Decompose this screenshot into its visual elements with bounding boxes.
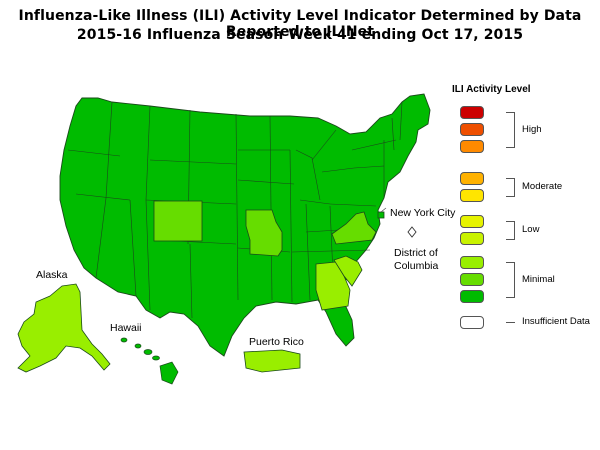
legend-swatch-level-3 xyxy=(460,256,484,269)
dc-marker xyxy=(407,226,417,238)
label-new-york-city: New York City xyxy=(390,207,456,219)
region-missouri xyxy=(245,209,283,257)
legend-label-insufficient: Insufficient Data xyxy=(522,316,590,327)
legend-swatch-level-1 xyxy=(460,290,484,303)
region-south-carolina xyxy=(333,255,363,287)
legend-swatch-level-6 xyxy=(460,189,484,202)
legend-swatch-insufficient xyxy=(460,316,484,329)
region-virginia xyxy=(331,211,377,245)
region-contiguous-us xyxy=(59,93,431,357)
legend-swatch-level-4 xyxy=(460,232,484,245)
region-puerto-rico xyxy=(243,349,301,373)
legend-label-high: High xyxy=(522,124,542,135)
legend-swatch-level-5 xyxy=(460,215,484,228)
region-hawaii xyxy=(120,337,179,385)
legend-swatch-level-7 xyxy=(460,172,484,185)
map-title-line1: Influenza-Like Illness (ILI) Activity Le… xyxy=(18,8,582,40)
legend-title: ILI Activity Level xyxy=(452,84,531,95)
label-puerto-rico: Puerto Rico xyxy=(249,336,304,348)
label-alaska: Alaska xyxy=(36,269,68,281)
region-alaska xyxy=(17,283,111,373)
legend-swatch-level-2 xyxy=(460,273,484,286)
label-dc-line1: District of xyxy=(394,247,438,259)
legend: ILI Activity Level High Moderate Low Min… xyxy=(452,84,600,344)
legend-label-low: Low xyxy=(522,224,540,235)
legend-bracket-minimal xyxy=(506,262,515,298)
legend-bracket-high xyxy=(506,112,515,148)
legend-label-minimal: Minimal xyxy=(522,274,555,285)
map-title-line2: 2015-16 Influenza Season Week 41 ending … xyxy=(76,27,524,43)
region-colorado xyxy=(153,200,203,242)
legend-bracket-moderate xyxy=(506,178,515,197)
legend-swatch-level-10 xyxy=(460,106,484,119)
legend-bracket-insufficient xyxy=(506,322,515,323)
legend-swatch-level-9 xyxy=(460,123,484,136)
label-dc-line2: Columbia xyxy=(394,260,439,272)
nyc-marker xyxy=(377,211,385,219)
legend-swatch-level-8 xyxy=(460,140,484,153)
legend-bracket-low xyxy=(506,221,515,240)
legend-label-moderate: Moderate xyxy=(522,181,563,192)
label-hawaii: Hawaii xyxy=(110,322,142,334)
